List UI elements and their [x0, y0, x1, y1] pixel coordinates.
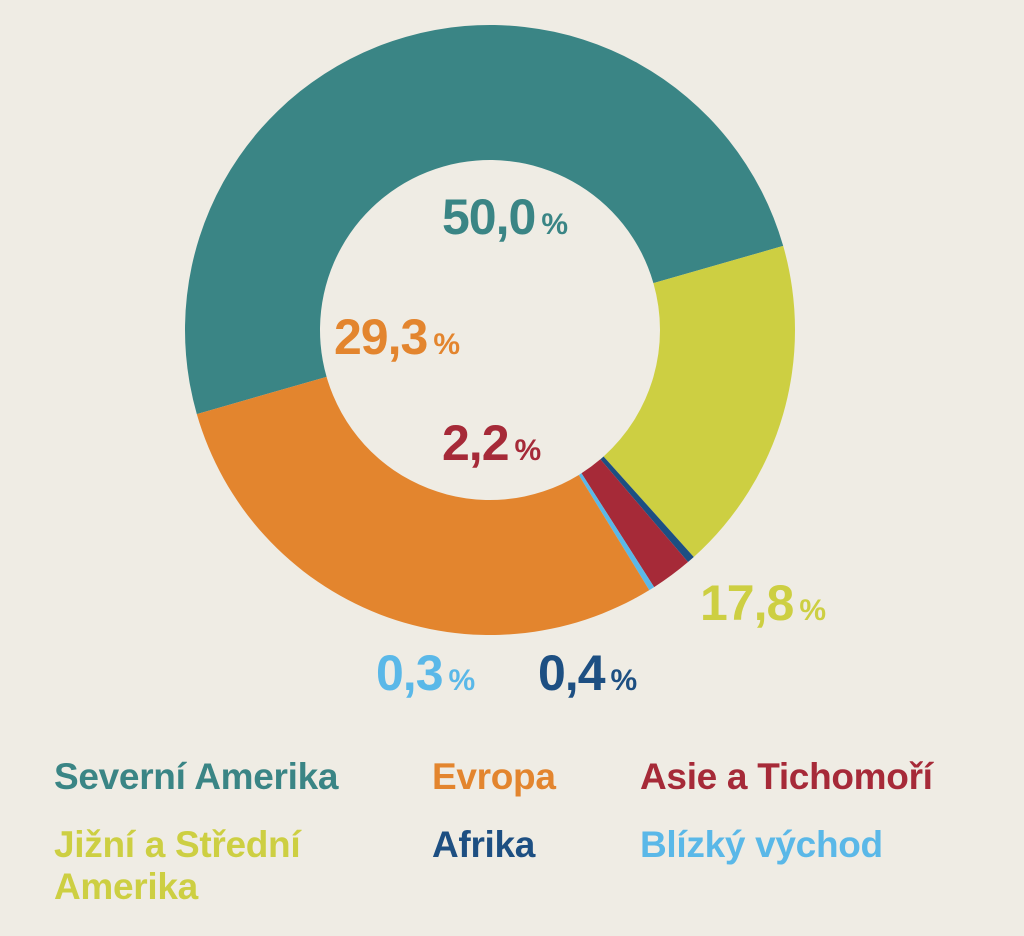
- legend-jizni-amerika: Jižní a Střední Amerika: [54, 824, 301, 907]
- slice-bl-zk-v-chod: [578, 473, 655, 591]
- legend-afrika: Afrika: [432, 824, 536, 865]
- legend-asie: Asie a Tichomoří: [640, 756, 933, 797]
- legend-evropa: Evropa: [432, 756, 556, 797]
- slice-severn-amerika: [185, 25, 784, 415]
- legend-blizky-vychod: Blízký východ: [640, 824, 883, 865]
- label-severni-amerika: 50,0%: [442, 189, 569, 245]
- legend-severni-amerika: Severní Amerika: [54, 756, 339, 797]
- label-jizni-amerika: 17,8%: [700, 575, 827, 631]
- label-afrika: 0,4%: [538, 645, 638, 701]
- slice-afrika: [600, 456, 694, 562]
- label-blizky-vychod: 0,3%: [376, 645, 476, 701]
- slice-asie-a-tichomo-: [581, 459, 689, 588]
- slice-evropa: [196, 376, 650, 635]
- slice-ji-n-a-st-edn-amerika: [603, 245, 795, 557]
- label-asie: 2,2%: [442, 415, 542, 471]
- label-evropa: 29,3%: [334, 309, 461, 365]
